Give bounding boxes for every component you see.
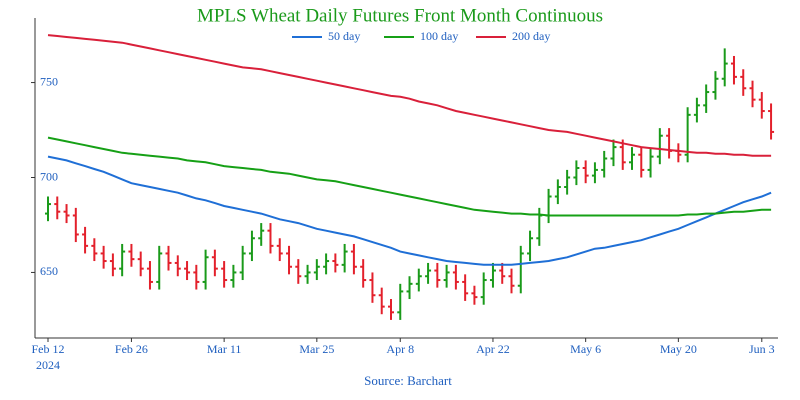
legend-label: 200 day <box>512 29 550 43</box>
x-tick-label: Jun 3 <box>749 342 775 356</box>
moving-average-line <box>47 136 772 217</box>
y-tick-label: 750 <box>40 74 58 88</box>
x-tick-label: May 20 <box>660 342 697 356</box>
x-tick-label: Apr 8 <box>386 342 414 356</box>
y-tick-label: 650 <box>40 264 58 278</box>
chart-title: MPLS Wheat Daily Futures Front Month Con… <box>197 5 603 26</box>
x-tick-label: Mar 25 <box>299 342 334 356</box>
moving-average-line <box>47 34 772 157</box>
legend-label: 100 day <box>420 29 458 43</box>
legend-label: 50 day <box>328 29 360 43</box>
y-tick-label: 700 <box>40 169 58 183</box>
moving-average-line <box>47 155 772 266</box>
source-note: Source: Barchart <box>364 373 452 388</box>
x-tick-label: Mar 11 <box>207 342 242 356</box>
x-tick-label: May 6 <box>570 342 601 356</box>
year-label: 2024 <box>36 358 60 372</box>
x-tick-label: Feb 12 <box>32 342 65 356</box>
x-tick-label: Feb 26 <box>115 342 148 356</box>
x-tick-label: Apr 22 <box>476 342 510 356</box>
